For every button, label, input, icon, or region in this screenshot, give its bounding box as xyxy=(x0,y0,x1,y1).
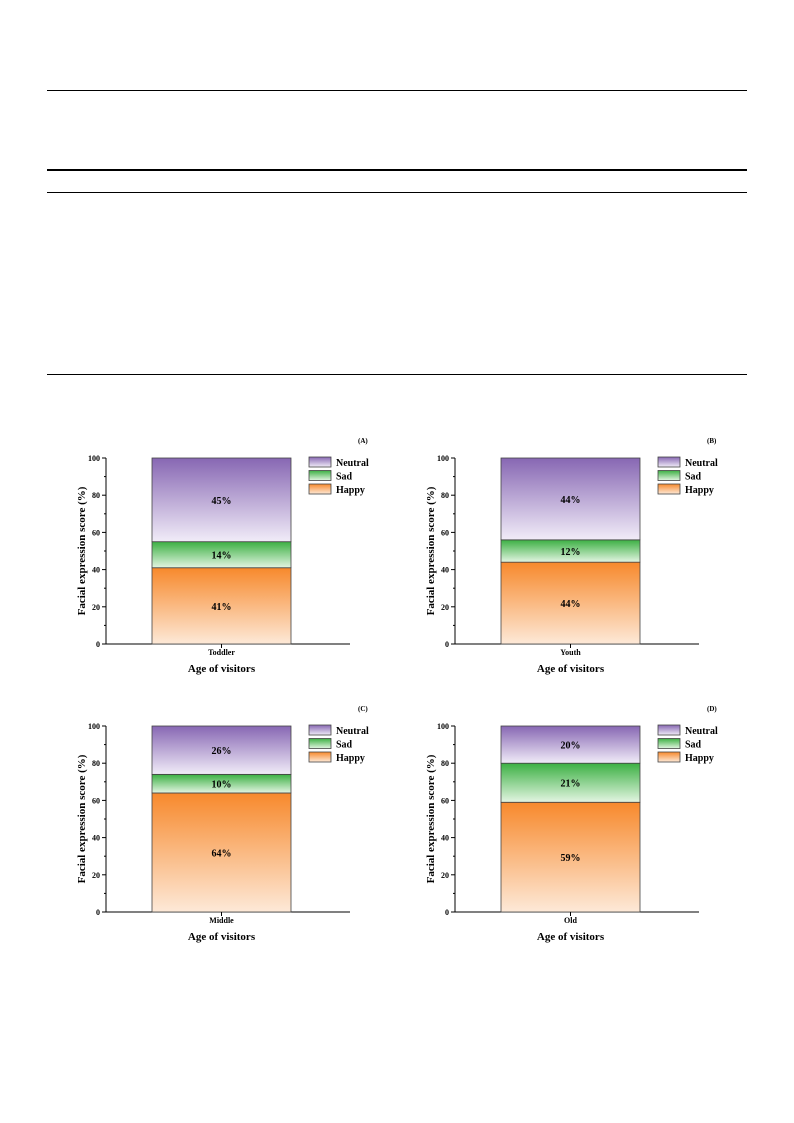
bar-segment-neutral xyxy=(500,725,641,764)
bar-segment-happy xyxy=(500,561,641,645)
top-rule xyxy=(47,90,747,91)
bar-segment-happy xyxy=(151,792,292,913)
y-tick-label: 100 xyxy=(437,722,449,731)
panel-label: (C) xyxy=(358,705,368,713)
legend-label-neutral: Neutral xyxy=(336,458,369,469)
header-rule-thick xyxy=(47,169,747,171)
data-label-neutral: 45% xyxy=(212,496,232,507)
legend-label-sad: Sad xyxy=(336,472,353,483)
legend-swatch-happy xyxy=(657,483,681,495)
legend-swatch-neutral xyxy=(308,456,332,468)
y-tick-label: 40 xyxy=(441,566,449,575)
chart-panel-c: 0 20 40 60 80 100 64% 10% 26% Middle Age of visito… xyxy=(40,701,400,951)
y-tick-label: 20 xyxy=(441,603,449,612)
data-label-happy: 59% xyxy=(561,853,581,864)
bar-segment-sad xyxy=(151,541,292,569)
chart-panel-d: 0 20 40 60 80 100 59% 21% 20% Old Age of visitors F… xyxy=(389,701,749,951)
y-tick-label: 20 xyxy=(92,871,100,880)
chart-panel-b: 0 20 40 60 80 100 44% 12% 44% Youth Age of visitor… xyxy=(389,433,749,683)
y-tick-label: 0 xyxy=(445,640,449,649)
y-tick-label: 80 xyxy=(92,759,100,768)
y-tick-label: 0 xyxy=(445,908,449,917)
y-tick-label: 40 xyxy=(92,834,100,843)
legend-swatch-happy xyxy=(308,751,332,763)
data-label-neutral: 44% xyxy=(561,495,581,506)
bar-segment-sad xyxy=(500,762,641,803)
bar-segment-neutral xyxy=(151,725,292,775)
y-axis-title: Facial expression score (%) xyxy=(76,754,88,883)
chart-d-svg: 0 20 40 60 80 100 59% 21% 20% Old Age of visitors F… xyxy=(425,705,718,943)
legend-label-neutral: Neutral xyxy=(685,458,718,469)
y-tick-label: 0 xyxy=(96,908,100,917)
x-tick-label: Toddler xyxy=(208,648,235,657)
legend-swatch-sad xyxy=(308,738,332,749)
bar-segment-neutral xyxy=(151,457,292,543)
y-tick-label: 60 xyxy=(441,528,449,537)
legend-label-neutral: Neutral xyxy=(336,726,369,737)
y-tick-label: 40 xyxy=(441,834,449,843)
y-tick-label: 80 xyxy=(92,491,100,500)
y-tick-label: 20 xyxy=(92,603,100,612)
x-axis-title: Age of visitors xyxy=(188,663,256,675)
chart-b-svg: 0 20 40 60 80 100 44% 12% 44% Youth Age of visitor… xyxy=(425,437,718,675)
data-label-sad: 12% xyxy=(561,547,581,558)
data-label-neutral: 20% xyxy=(561,741,581,752)
legend-swatch-sad xyxy=(657,738,681,749)
data-label-happy: 64% xyxy=(212,848,232,859)
legend-swatch-sad xyxy=(657,470,681,481)
y-tick-label: 60 xyxy=(92,528,100,537)
legend-swatch-neutral xyxy=(308,724,332,736)
x-axis-title: Age of visitors xyxy=(188,931,256,943)
bottom-rule xyxy=(47,374,747,375)
y-axis-title: Facial expression score (%) xyxy=(425,754,437,883)
legend-label-happy: Happy xyxy=(685,485,714,496)
legend-swatch-sad xyxy=(308,470,332,481)
y-tick-label: 20 xyxy=(441,871,449,880)
x-tick-label: Old xyxy=(564,916,577,925)
x-axis-title: Age of visitors xyxy=(537,663,605,675)
panel-label: (A) xyxy=(358,437,368,445)
y-tick-label: 100 xyxy=(88,722,100,731)
bar-segment-happy xyxy=(500,801,641,913)
chart-a-svg: 0 20 40 60 80 100 41% 14% 45% Toddler Age of visit… xyxy=(76,437,369,675)
legend-label-happy: Happy xyxy=(685,753,714,764)
y-tick-label: 100 xyxy=(437,454,449,463)
x-axis-title: Age of visitors xyxy=(537,931,605,943)
data-label-happy: 41% xyxy=(212,602,232,613)
legend-swatch-neutral xyxy=(657,456,681,468)
bar-segment-happy xyxy=(151,567,292,645)
data-label-neutral: 26% xyxy=(212,746,232,757)
legend-swatch-happy xyxy=(308,483,332,495)
data-label-happy: 44% xyxy=(561,599,581,610)
legend-swatch-neutral xyxy=(657,724,681,736)
y-tick-label: 80 xyxy=(441,759,449,768)
chart-c-svg: 0 20 40 60 80 100 64% 10% 26% Middle Age of visito… xyxy=(76,705,369,943)
y-tick-label: 40 xyxy=(92,566,100,575)
y-tick-label: 100 xyxy=(88,454,100,463)
x-tick-label: Youth xyxy=(560,648,581,657)
y-tick-label: 0 xyxy=(96,640,100,649)
panel-label: (D) xyxy=(707,705,717,713)
legend-swatch-happy xyxy=(657,751,681,763)
data-label-sad: 21% xyxy=(561,779,581,790)
data-label-sad: 14% xyxy=(212,551,232,562)
legend-label-happy: Happy xyxy=(336,485,365,496)
y-tick-label: 60 xyxy=(92,796,100,805)
data-label-sad: 10% xyxy=(212,780,232,791)
legend-label-neutral: Neutral xyxy=(685,726,718,737)
y-axis-title: Facial expression score (%) xyxy=(76,486,88,615)
legend-label-sad: Sad xyxy=(685,472,702,483)
x-tick-label: Middle xyxy=(209,916,234,925)
bar-segment-neutral xyxy=(500,457,641,541)
y-tick-label: 60 xyxy=(441,796,449,805)
y-axis-title: Facial expression score (%) xyxy=(425,486,437,615)
legend-label-sad: Sad xyxy=(336,740,353,751)
legend-label-sad: Sad xyxy=(685,740,702,751)
panel-label: (B) xyxy=(707,437,717,445)
legend-label-happy: Happy xyxy=(336,753,365,764)
chart-panel-a: 0 20 40 60 80 100 41% 14% 45% Toddler Age of visit… xyxy=(40,433,400,683)
y-tick-label: 80 xyxy=(441,491,449,500)
header-rule-thin xyxy=(47,192,747,193)
